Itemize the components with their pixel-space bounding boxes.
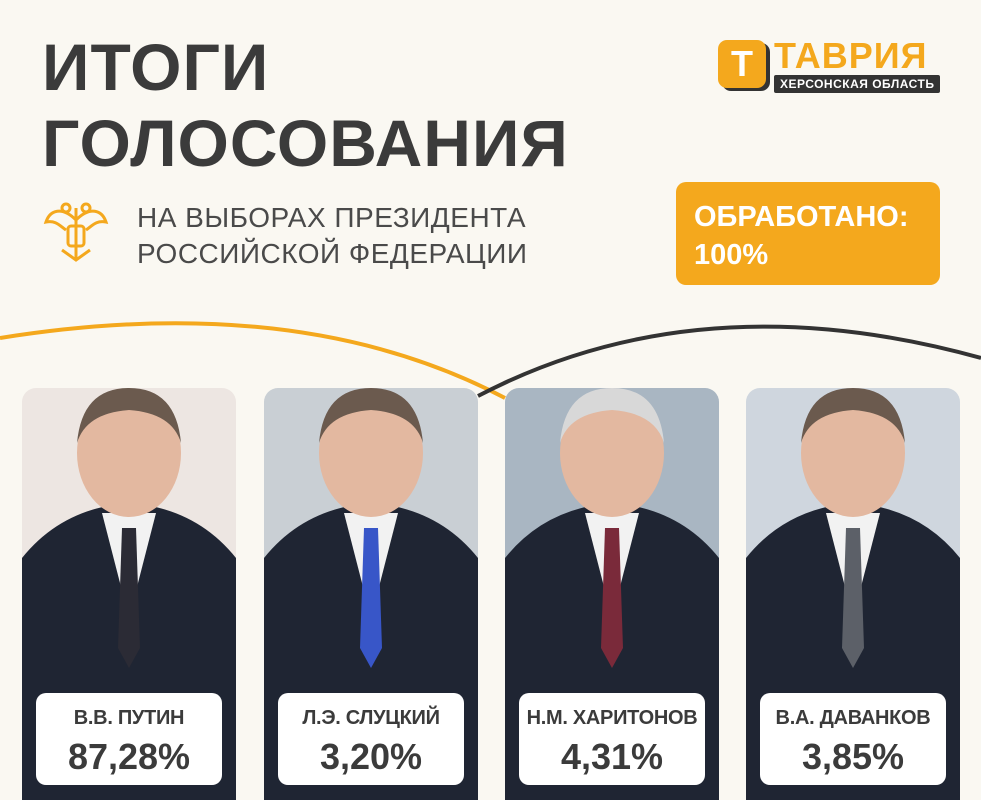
- processed-badge: ОБРАБОТАНО: 100%: [676, 182, 940, 285]
- double-headed-eagle-icon: [43, 202, 109, 262]
- logo: Т ТАВРИЯ ХЕРСОНСКАЯ ОБЛАСТЬ: [718, 35, 941, 93]
- dark-arc: [477, 324, 981, 398]
- candidate-result-box: В.В. ПУТИН 87,28%: [36, 693, 222, 785]
- logo-letter: Т: [718, 40, 766, 88]
- orange-arc: [0, 321, 506, 400]
- candidate-card: Л.Э. СЛУЦКИЙ 3,20%: [264, 388, 478, 800]
- candidate-card: В.В. ПУТИН 87,28%: [22, 388, 236, 800]
- candidate-percent: 87,28%: [67, 736, 191, 777]
- candidate-card: Н.М. ХАРИТОНОВ 4,31%: [505, 388, 719, 800]
- decorative-arcs: [0, 321, 981, 400]
- candidate-result-box: Л.Э. СЛУЦКИЙ 3,20%: [278, 693, 464, 785]
- subtitle: НА ВЫБОРАХ ПРЕЗИДЕНТА РОССИЙСКОЙ ФЕДЕРАЦ…: [137, 200, 527, 272]
- candidate-name: В.В. ПУТИН: [73, 707, 185, 729]
- candidate-name: В.А. ДАВАНКОВ: [775, 707, 931, 729]
- processed-value: 100%: [694, 239, 769, 271]
- candidate-card: В.А. ДАВАНКОВ 3,85%: [746, 388, 960, 800]
- processed-label: ОБРАБОТАНО:: [694, 201, 909, 233]
- title-line-1: ИТОГИ: [42, 30, 270, 104]
- candidate-name: Л.Э. СЛУЦКИЙ: [302, 707, 440, 729]
- subtitle-line-2: РОССИЙСКОЙ ФЕДЕРАЦИИ: [137, 238, 528, 269]
- candidate-percent: 3,85%: [801, 736, 905, 777]
- candidate-percent: 4,31%: [560, 736, 664, 777]
- candidate-name: Н.М. ХАРИТОНОВ: [526, 707, 698, 729]
- candidate-percent: 3,20%: [319, 736, 423, 777]
- candidate-result-box: Н.М. ХАРИТОНОВ 4,31%: [519, 693, 705, 785]
- candidate-result-box: В.А. ДАВАНКОВ 3,85%: [760, 693, 946, 785]
- logo-region: ХЕРСОНСКАЯ ОБЛАСТЬ: [774, 75, 941, 93]
- title-line-2: ГОЛОСОВАНИЯ: [42, 106, 569, 180]
- subtitle-line-1: НА ВЫБОРАХ ПРЕЗИДЕНТА: [137, 202, 527, 233]
- logo-name: ТАВРИЯ: [774, 35, 928, 76]
